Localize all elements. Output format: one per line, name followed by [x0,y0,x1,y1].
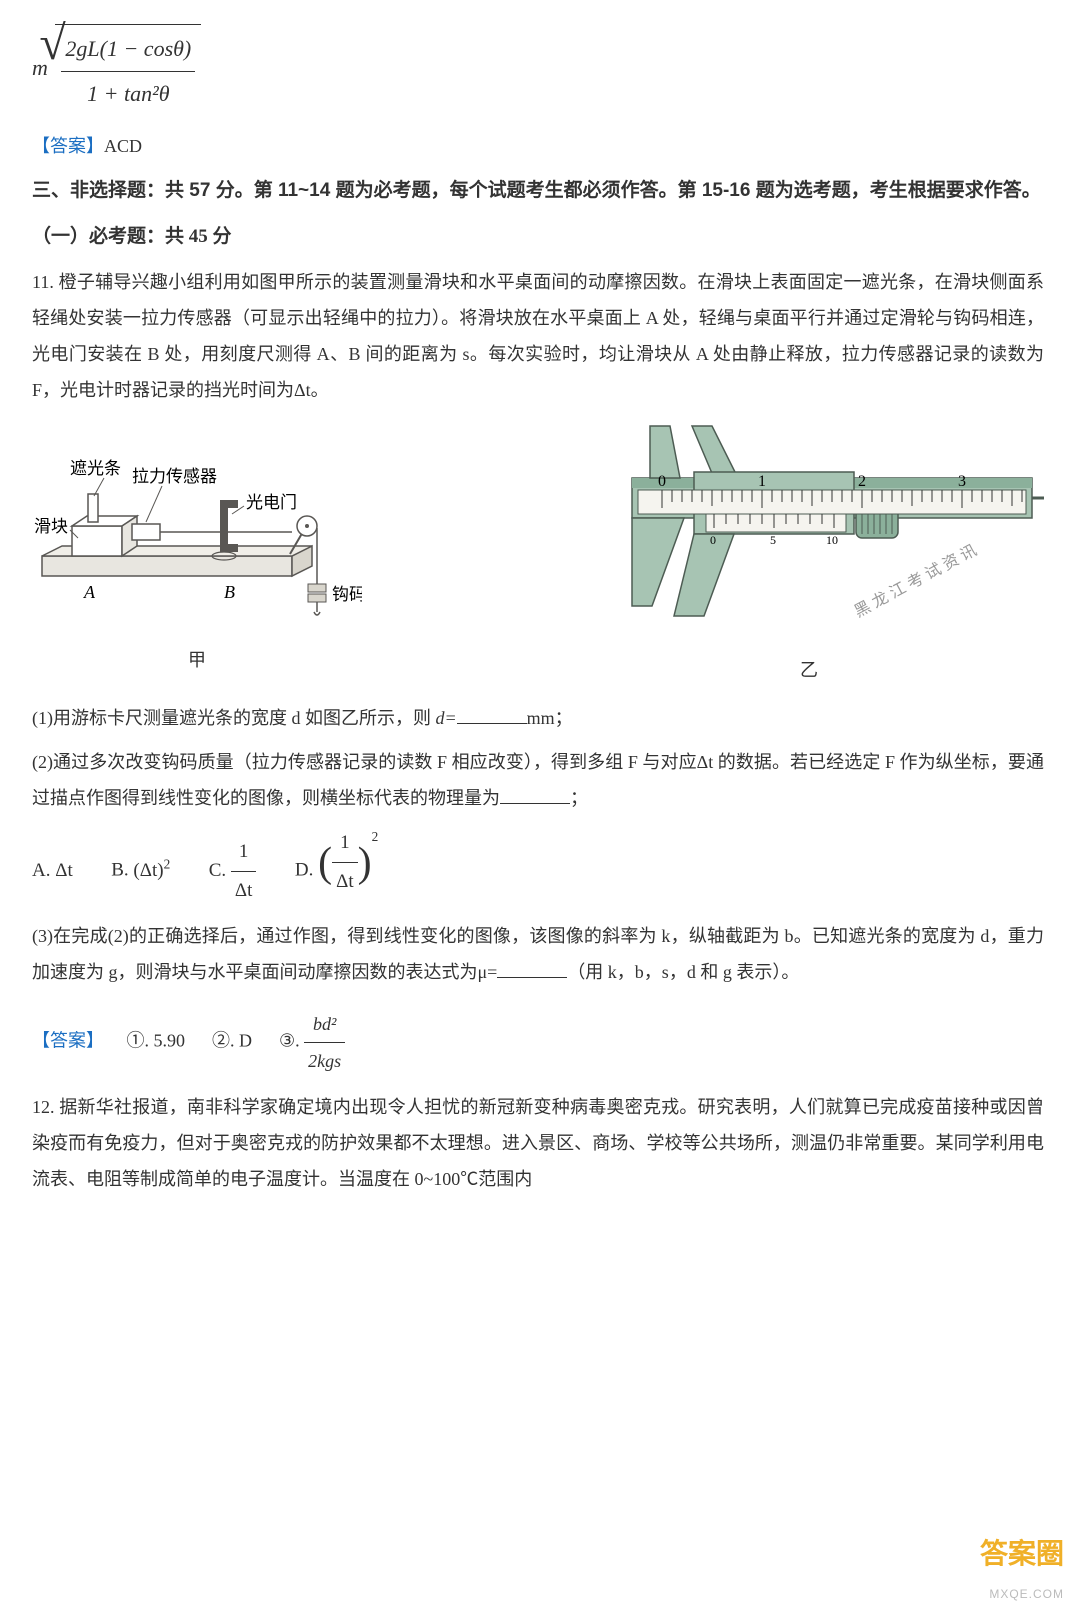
figure-left-apparatus: A B 遮光条 拉力传感器 滑块 光电门 钩码 甲 [32,426,362,678]
sqrt-expression: √ 2gL(1 − cosθ) 1 + tan²θ [55,24,201,116]
svg-text:1: 1 [758,473,766,490]
formula-numerator: 2gL(1 − cosθ) [61,27,195,72]
subsection-required: （一）必考题：共 45 分 [32,218,1044,256]
q11-sub2-suffix: ； [570,788,588,808]
blank-mu [497,957,567,978]
option-C: C. 1 Δt [209,833,257,910]
label-lc: 拉力传感器 [132,467,217,486]
q11-num: 11. [32,272,54,292]
label-zhgt: 遮光条 [70,459,121,478]
bottom-watermark: 答案圈 MXQE.COM [980,1526,1064,1606]
ans11-p2-val: D [239,1030,252,1050]
ans11-p1-val: 5.90 [154,1030,186,1050]
ans11-p3-den: 2kgs [304,1043,345,1079]
q11-body: 橙子辅导兴趣小组利用如图甲所示的装置测量滑块和水平桌面间的动摩擦因数。在滑块上表… [32,272,1044,400]
label-A: A [83,582,96,602]
svg-text:3: 3 [958,473,966,490]
formula-q10: m √ 2gL(1 − cosθ) 1 + tan²θ [32,24,1044,116]
label-hk: 滑块 [34,517,68,536]
answer-tag-11: 【答案】 [32,1030,104,1050]
ans11-p3-lbl: ③. [279,1030,300,1050]
section-3-title: 三、非选择题：共 57 分。第 11~14 题为必考题，每个试题考生都必须作答。… [32,172,1044,210]
q11-options: A. Δt B. (Δt)2 C. 1 Δt D. ( 1 Δt ) 2 [32,824,1044,910]
answer-tag-10: 【答案】 [32,136,104,156]
q11-sub1-unit: mm； [527,708,573,728]
wm-line1: 答案圈 [980,1526,1064,1582]
q12-num: 12. [32,1097,55,1117]
fig-right-caption: 乙 [574,652,1044,688]
sqrt-symbol: √ [39,20,65,68]
label-gdm: 光电门 [246,493,297,512]
q11-sub1-var: d= [436,708,457,728]
option-A: A. Δt [32,852,73,890]
option-B: B. (Δt)2 [111,851,170,889]
label-gm: 钩码 [332,585,362,604]
svg-text:5: 5 [770,533,776,547]
formula-denominator: 1 + tan²θ [61,72,195,116]
option-D: D. ( 1 Δt ) 2 [295,824,378,901]
wm-line2: MXQE.COM [980,1582,1064,1606]
q11-sub1-text: (1)用游标卡尺测量遮光条的宽度 d 如图乙所示，则 [32,708,436,728]
q12-body: 据新华社报道，南非科学家确定境内出现令人担忧的新冠新变种病毒奥密克戎。研究表明，… [32,1097,1044,1189]
answer-10-content: ACD [104,136,142,156]
svg-text:10: 10 [826,533,838,547]
label-B: B [224,582,235,602]
ans11-p3-num: bd² [304,1006,345,1043]
q11-sub3-suffix: （用 k，b，s，d 和 g 表示）。 [567,962,799,982]
ans11-p1-lbl: ①. [127,1030,150,1050]
svg-text:0: 0 [710,533,716,547]
figure-row: A B 遮光条 拉力传感器 滑块 光电门 钩码 甲 [32,416,1044,688]
svg-text:2: 2 [858,473,866,490]
fig-left-caption: 甲 [32,642,362,678]
svg-text:0: 0 [658,473,666,490]
figure-right-caliper: 0 1 2 3 0 5 10 乙 [574,416,1044,688]
blank-axis [500,783,570,804]
blank-d [457,703,527,724]
ans11-p2-lbl: ②. [212,1030,235,1050]
